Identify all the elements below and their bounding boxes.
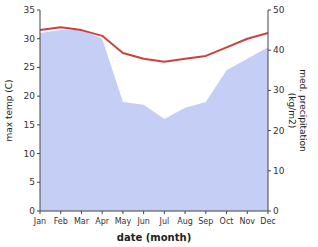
- y-tick-label: 15: [24, 120, 35, 130]
- y2-tick-label: 20: [273, 126, 285, 136]
- y-tick: [37, 182, 40, 183]
- y2-tick: [268, 50, 271, 51]
- y2-tick: [268, 170, 271, 171]
- y-tick: [37, 38, 40, 39]
- y-tick-label: 5: [29, 177, 35, 187]
- area: [40, 30, 268, 211]
- y2-tick-label: 40: [273, 45, 285, 55]
- line: [40, 27, 268, 61]
- y2-tick: [268, 90, 271, 91]
- x-tick-label: Dec: [260, 217, 275, 226]
- y-tick-label: 25: [24, 62, 35, 72]
- y-tick-label: 20: [24, 91, 36, 101]
- x-tick: [122, 211, 123, 214]
- y2-axis: [268, 10, 269, 211]
- y2-tick-label: 10: [273, 166, 285, 176]
- x-tick: [143, 211, 144, 214]
- x-tick-label: Nov: [239, 217, 255, 226]
- y2-tick: [268, 10, 271, 11]
- x-tick: [226, 211, 227, 214]
- y2-tick-label: 50: [273, 5, 285, 15]
- x-tick-label: Jul: [159, 217, 170, 226]
- x-axis-label: date (month): [117, 232, 191, 243]
- y-tick-label: 0: [29, 206, 35, 216]
- y-tick-label: 30: [24, 34, 36, 44]
- y-tick: [37, 67, 40, 68]
- x-tick: [185, 211, 186, 214]
- y2-axis-label: med. precipitation(kg/m2): [287, 69, 308, 151]
- x-tick: [81, 211, 82, 214]
- x-tick: [164, 211, 165, 214]
- y2-tick: [268, 211, 271, 212]
- x-tick-label: Jan: [33, 217, 46, 226]
- y2-tick-label: 30: [273, 85, 285, 95]
- x-tick: [205, 211, 206, 214]
- y-tick-label: 10: [24, 149, 36, 159]
- x-tick-label: Jun: [136, 217, 150, 226]
- x-tick-label: Oct: [220, 217, 234, 226]
- chart: JanFebMarAprMayJunJulAugSepOctNovDec0510…: [0, 0, 318, 247]
- plot-area: [40, 27, 268, 211]
- x-tick-label: Feb: [54, 217, 68, 226]
- y-tick: [37, 153, 40, 154]
- x-tick-label: May: [115, 217, 132, 226]
- y-tick: [37, 124, 40, 125]
- x-tick-label: Mar: [74, 217, 90, 226]
- y2-axis-label-line: med. precipitation: [298, 69, 308, 151]
- y2-tick-label: 0: [273, 206, 279, 216]
- y-tick: [37, 96, 40, 97]
- y-tick-label: 35: [24, 5, 35, 15]
- x-tick-label: Aug: [177, 217, 193, 226]
- y2-tick: [268, 130, 271, 131]
- y2-axis-label-line: (kg/m2): [287, 93, 297, 128]
- x-tick: [247, 211, 248, 214]
- y-axis-label: max temp (C): [4, 79, 14, 141]
- y-axis: [40, 10, 41, 211]
- x-tick: [102, 211, 103, 214]
- x-axis: [40, 211, 268, 212]
- x-tick-label: Apr: [95, 217, 110, 226]
- y-tick: [37, 211, 40, 212]
- x-tick-label: Sep: [198, 217, 213, 226]
- y-tick: [37, 10, 40, 11]
- x-tick: [60, 211, 61, 214]
